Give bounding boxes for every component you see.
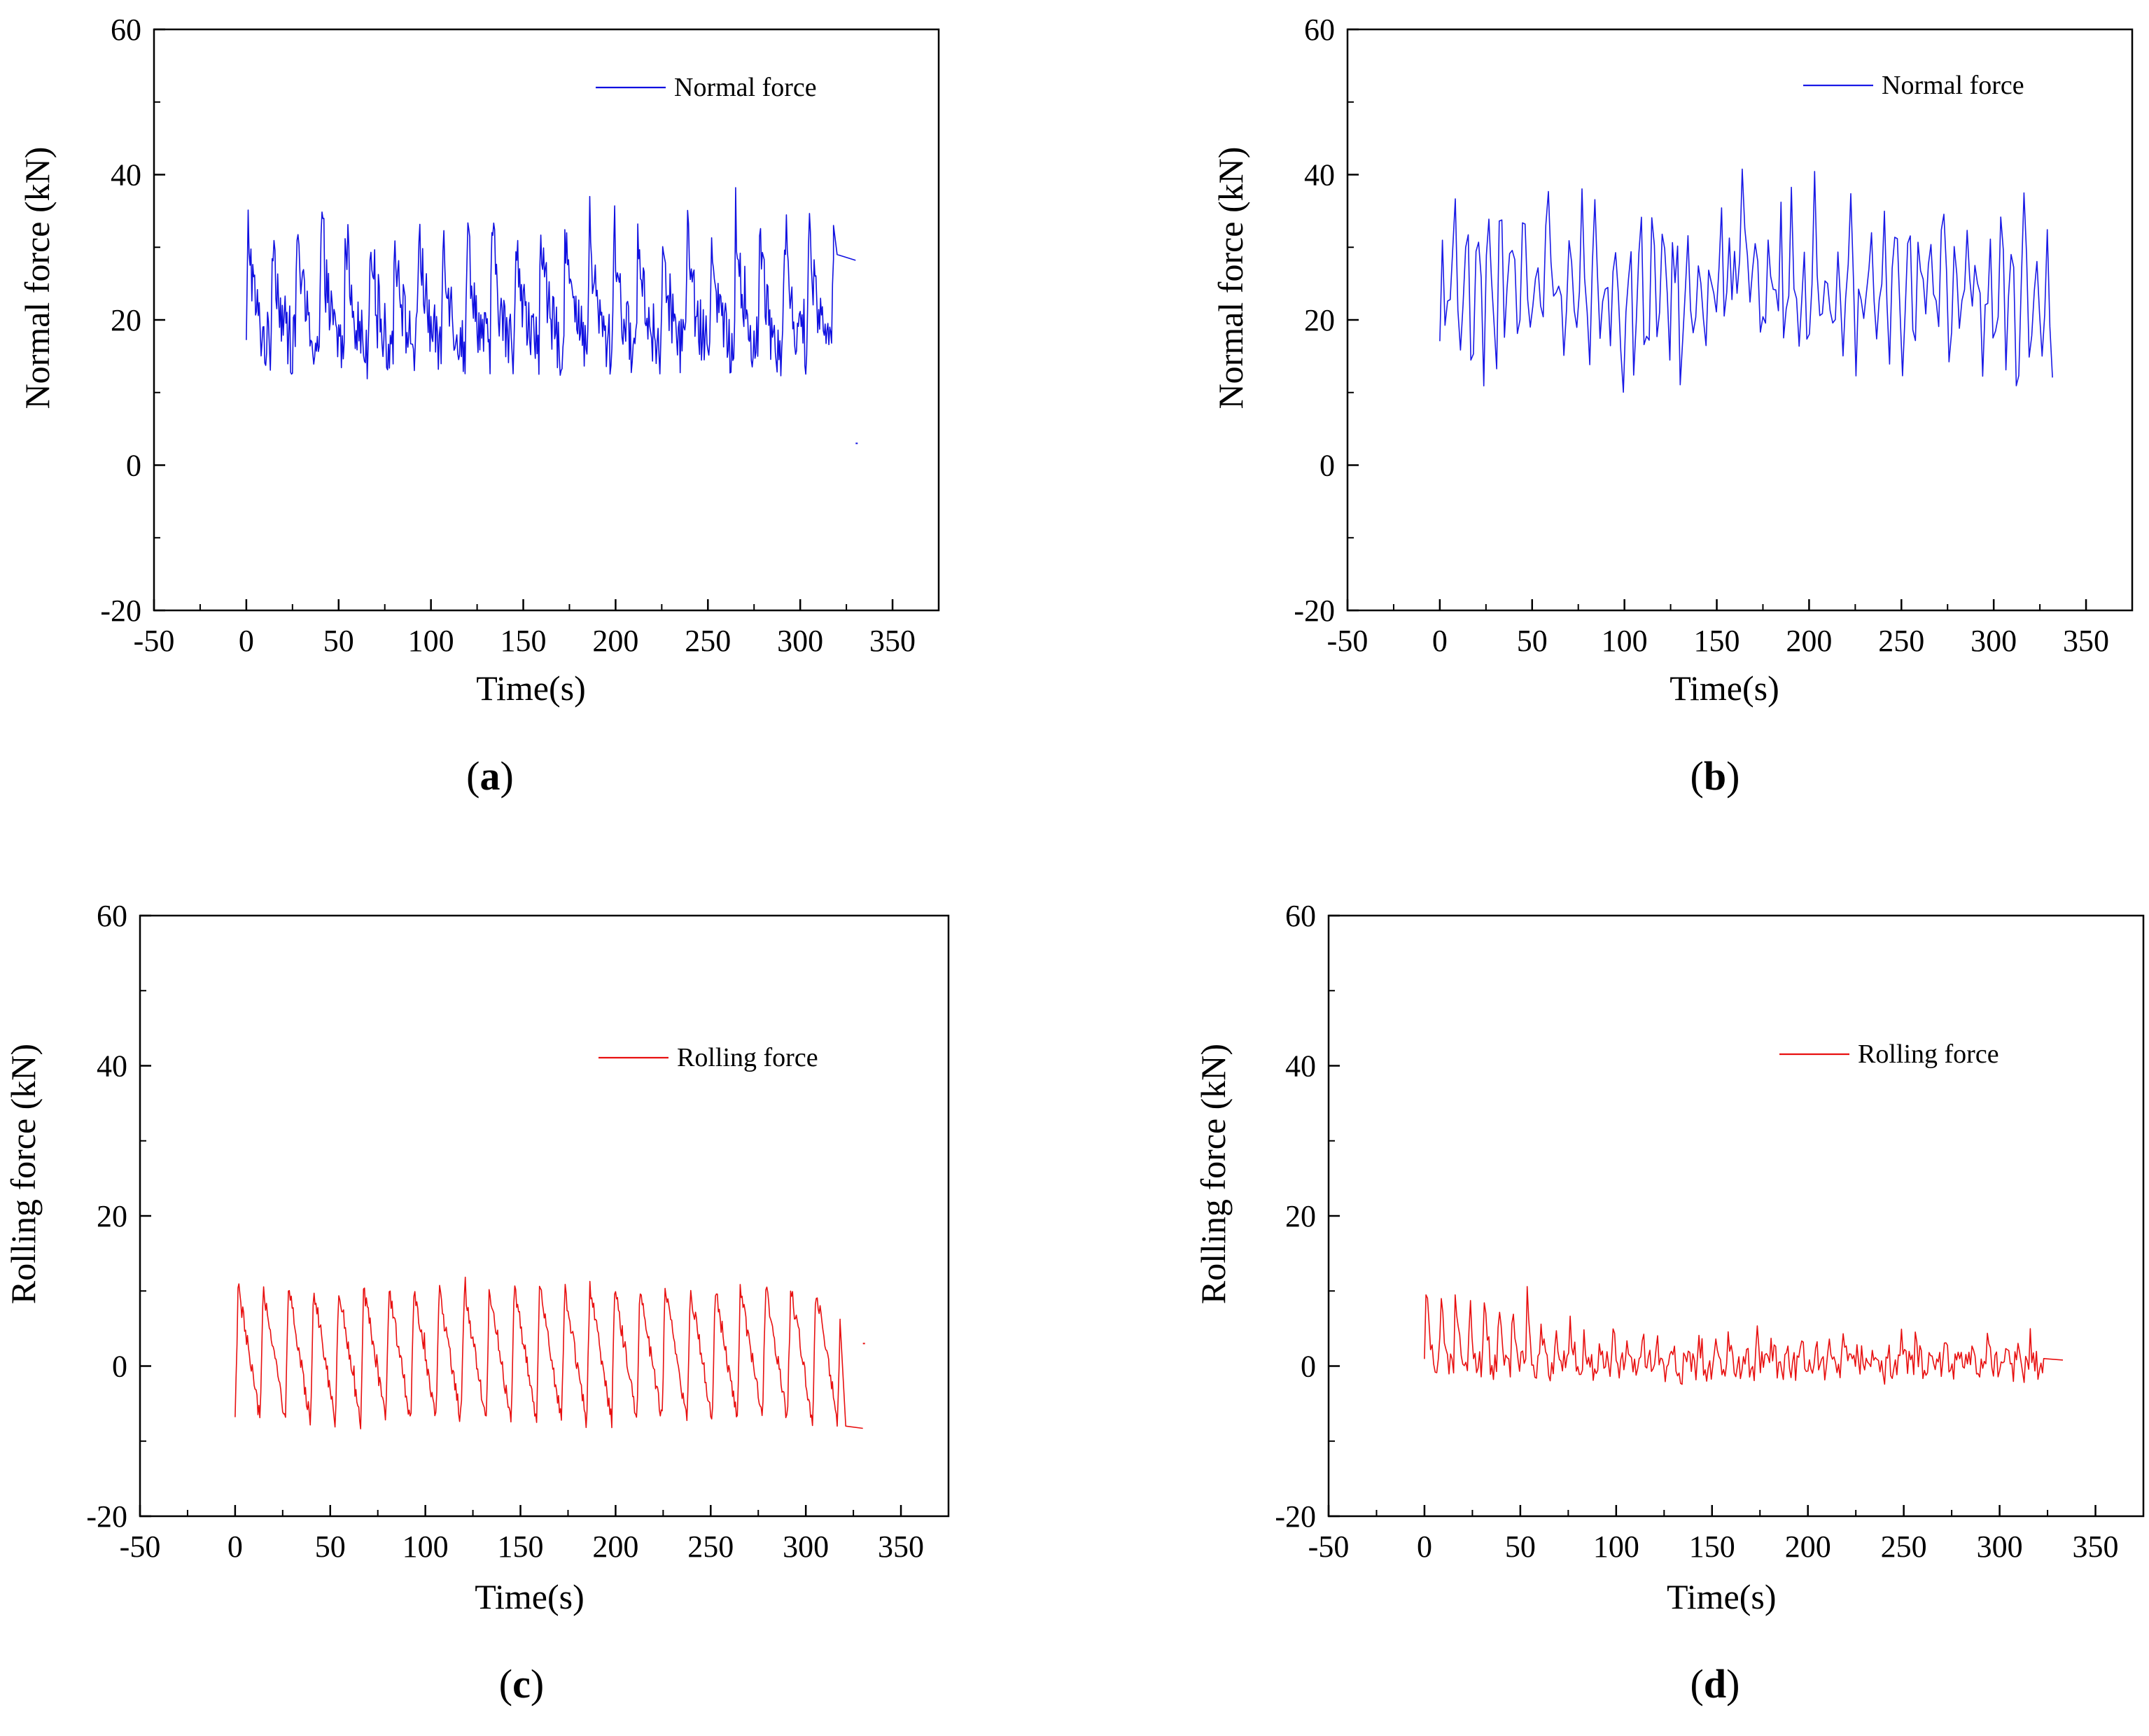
y-tick-label: 60 (1285, 899, 1316, 933)
y-tick-label: 60 (97, 899, 127, 933)
x-tick-label: 250 (1881, 1530, 1927, 1564)
x-tick-label: 350 (878, 1530, 924, 1564)
x-tick-label: 300 (1970, 624, 2017, 658)
x-tick-label: 50 (1517, 624, 1548, 658)
x-tick-label: -50 (1308, 1530, 1350, 1564)
y-tick-label: 20 (97, 1199, 127, 1233)
series-line (1424, 1286, 2064, 1385)
y-axis-label: Normal force (kN) (18, 147, 57, 410)
panel-d: -50 0 50 100 150 200 250 300 350 -20 0 20 40 60 Time(s… (1194, 899, 2145, 1707)
x-tick-label: 250 (687, 1530, 734, 1564)
y-tick-label: 0 (1301, 1350, 1316, 1384)
y-tick-label: 0 (1320, 449, 1335, 483)
series-line (246, 187, 856, 379)
x-tick-label: -50 (1327, 624, 1368, 658)
panel-b: -50 0 50 100 150 200 250 300 350 -20 0 20 40 60 Time(s… (1211, 13, 2134, 799)
x-tick-label: 250 (685, 624, 731, 658)
panel-label: (d) (1690, 1661, 1740, 1707)
y-tick-label: 20 (1304, 303, 1335, 337)
x-tick-label: 150 (1694, 624, 1740, 658)
y-tick-label: 20 (111, 303, 141, 337)
y-tick-label: -20 (86, 1499, 127, 1534)
x-tick-label: 100 (402, 1530, 449, 1564)
x-tick-label: 300 (777, 624, 823, 658)
legend-label: Normal force (674, 73, 817, 102)
panel-a: -50 0 50 100 150 200 250 300 350 -20 0 20 40 60 Time(s… (18, 13, 940, 799)
x-tick-label: 200 (1786, 624, 1832, 658)
panel-label: (a) (466, 753, 514, 799)
y-tick-label: 60 (1304, 13, 1335, 47)
y-tick-label: -20 (1275, 1499, 1316, 1534)
x-tick-label: 0 (1432, 624, 1448, 658)
series-line (234, 1276, 863, 1429)
x-tick-label: 350 (2063, 624, 2109, 658)
y-tick-label: 0 (112, 1350, 127, 1384)
legend-label: Rolling force (677, 1043, 818, 1072)
x-tick-label: 150 (1689, 1530, 1735, 1564)
x-tick-label: 350 (869, 624, 916, 658)
x-tick-label: 50 (323, 624, 354, 658)
y-axis-label: Normal force (kN) (1211, 147, 1250, 410)
legend-label: Rolling force (1858, 1040, 1999, 1069)
y-axis-label: Rolling force (kN) (4, 1044, 43, 1304)
plot-frame (139, 914, 950, 1518)
x-tick-label: 50 (315, 1530, 346, 1564)
x-tick-label: 250 (1878, 624, 1924, 658)
legend-label: Normal force (1882, 71, 2024, 100)
x-tick-label: 100 (1593, 1530, 1639, 1564)
x-axis-label: Time(s) (1670, 668, 1779, 708)
y-tick-label: -20 (1294, 594, 1335, 628)
panel-c: -50 0 50 100 150 200 250 300 350 -20 0 20 40 60 Time(s… (4, 899, 950, 1707)
y-tick-label: 60 (111, 13, 141, 47)
x-axis-label: Time(s) (476, 668, 586, 708)
x-tick-label: 200 (592, 624, 638, 658)
x-tick-label: 200 (592, 1530, 638, 1564)
y-tick-label: 20 (1285, 1199, 1316, 1233)
panel-label: (b) (1690, 753, 1740, 799)
y-tick-label: 40 (97, 1049, 127, 1084)
x-tick-label: -50 (134, 624, 175, 658)
x-tick-label: -50 (120, 1530, 161, 1564)
x-axis-label: Time(s) (1667, 1577, 1777, 1616)
y-tick-label: 40 (111, 158, 141, 192)
x-tick-label: 150 (500, 624, 547, 658)
x-tick-label: 200 (1785, 1530, 1831, 1564)
x-tick-label: 100 (1602, 624, 1648, 658)
y-axis-label: Rolling force (kN) (1194, 1044, 1233, 1304)
y-tick-label: 40 (1285, 1049, 1316, 1084)
y-tick-label: 0 (126, 449, 141, 483)
x-tick-label: 300 (783, 1530, 829, 1564)
x-axis-label: Time(s) (475, 1577, 584, 1616)
x-tick-label: 350 (2073, 1530, 2119, 1564)
x-tick-label: 100 (408, 624, 454, 658)
x-tick-label: 0 (239, 624, 254, 658)
x-tick-label: 0 (227, 1530, 243, 1564)
y-tick-label: 40 (1304, 158, 1335, 192)
y-tick-label: -20 (100, 594, 141, 628)
x-tick-label: 0 (1417, 1530, 1432, 1564)
series-line (1439, 168, 2053, 393)
x-tick-label: 50 (1505, 1530, 1536, 1564)
plot-frame (1327, 914, 2145, 1518)
x-tick-label: 300 (1977, 1530, 2023, 1564)
x-tick-label: 150 (498, 1530, 544, 1564)
panel-label: (c) (499, 1661, 544, 1707)
